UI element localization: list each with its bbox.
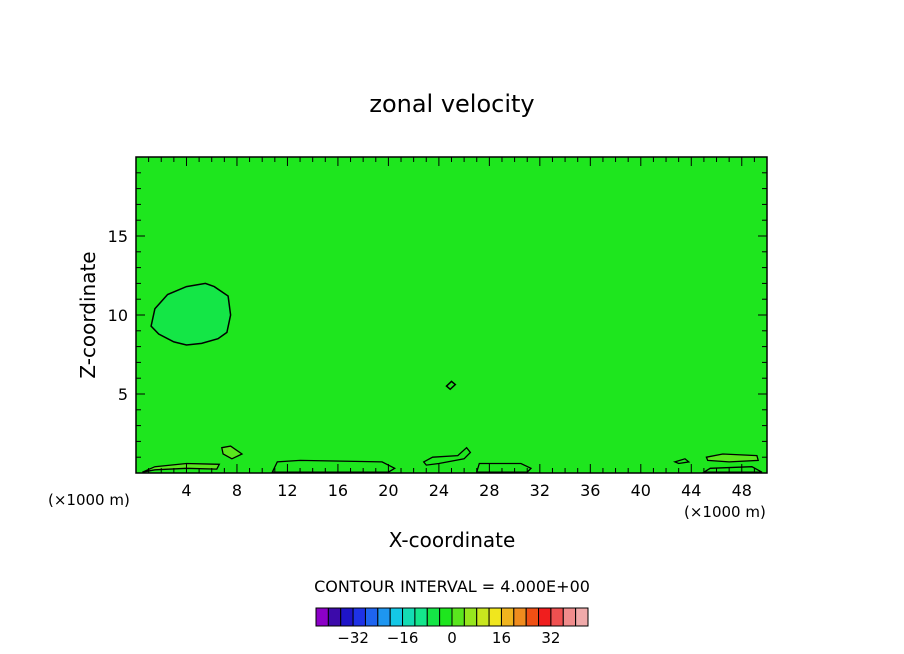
colorbar-swatch <box>513 607 527 627</box>
colorbar-swatch <box>525 607 540 627</box>
colorbar-swatch <box>340 607 354 627</box>
colorbar-tick-label: 0 <box>447 629 457 647</box>
x-unit-left: (×1000 m) <box>48 491 130 509</box>
y-tick-label: 5 <box>118 385 128 404</box>
colorbar-tick-label: 32 <box>541 629 560 647</box>
y-tick-label: 10 <box>108 306 128 325</box>
y-tick-label: 15 <box>108 227 128 246</box>
colorbar-swatch <box>327 607 342 627</box>
x-tick-label: 48 <box>732 481 752 500</box>
colorbar-swatch <box>488 607 502 627</box>
x-unit-right: (×1000 m) <box>684 503 766 521</box>
field-background <box>136 157 767 473</box>
colorbar-swatch <box>352 607 366 627</box>
colorbar-swatch <box>364 607 379 627</box>
colorbar-tick-label: −32 <box>337 629 369 647</box>
y-axis: 5 10 15 <box>108 172 767 458</box>
x-tick-label: 8 <box>232 481 242 500</box>
x-tick-label: 20 <box>378 481 398 500</box>
colorbar: −32 −16 0 16 32 <box>315 607 589 647</box>
colorbar-swatch <box>500 607 515 627</box>
x-tick-label: 24 <box>429 481 449 500</box>
x-tick-label: 12 <box>277 481 297 500</box>
colorbar-swatch <box>562 607 577 627</box>
contour-feature-1 <box>445 380 457 391</box>
colorbar-swatch <box>463 607 478 627</box>
colorbar-swatch <box>575 607 589 627</box>
x-tick-label: 40 <box>631 481 651 500</box>
x-tick-label: 32 <box>530 481 550 500</box>
contour-cell-0 <box>142 462 221 473</box>
x-tick-label: 36 <box>580 481 600 500</box>
chart-title: zonal velocity <box>369 90 534 118</box>
colorbar-swatch <box>451 607 465 627</box>
colorbar-tick-label: −16 <box>387 629 419 647</box>
colorbar-swatch <box>426 607 441 627</box>
contour-cell-6 <box>701 466 763 473</box>
colorbar-swatch <box>538 607 552 627</box>
contour-cell-4 <box>475 462 533 473</box>
contour-cell-1 <box>221 445 244 460</box>
colorbar-swatch <box>315 607 329 627</box>
contour-feature-0 <box>150 282 232 346</box>
x-tick-label: 28 <box>479 481 499 500</box>
x-tick-label: 4 <box>181 481 191 500</box>
colorbar-swatch <box>414 607 428 627</box>
plot-area <box>136 157 767 473</box>
colorbar-swatch <box>476 607 490 627</box>
x-axis: 4 8 12 16 20 24 28 32 36 40 44 48 <box>148 157 755 500</box>
y-axis-label: Z-coordinate <box>76 251 100 378</box>
colorbar-swatch <box>389 607 404 627</box>
x-axis-label: X-coordinate <box>389 528 516 552</box>
contour-cell-7 <box>672 458 691 465</box>
contour-cell-5 <box>705 453 760 463</box>
x-tick-label: 16 <box>328 481 348 500</box>
contour-cell-3 <box>422 446 472 466</box>
colorbar-swatch <box>439 607 453 627</box>
colorbar-swatch <box>377 607 391 627</box>
colorbar-swatch <box>402 607 416 627</box>
x-tick-label: 44 <box>681 481 701 500</box>
contour-interval-label: CONTOUR INTERVAL = 4.000E+00 <box>314 577 590 596</box>
colorbar-swatch <box>550 607 564 627</box>
colorbar-tick-label: 16 <box>492 629 511 647</box>
